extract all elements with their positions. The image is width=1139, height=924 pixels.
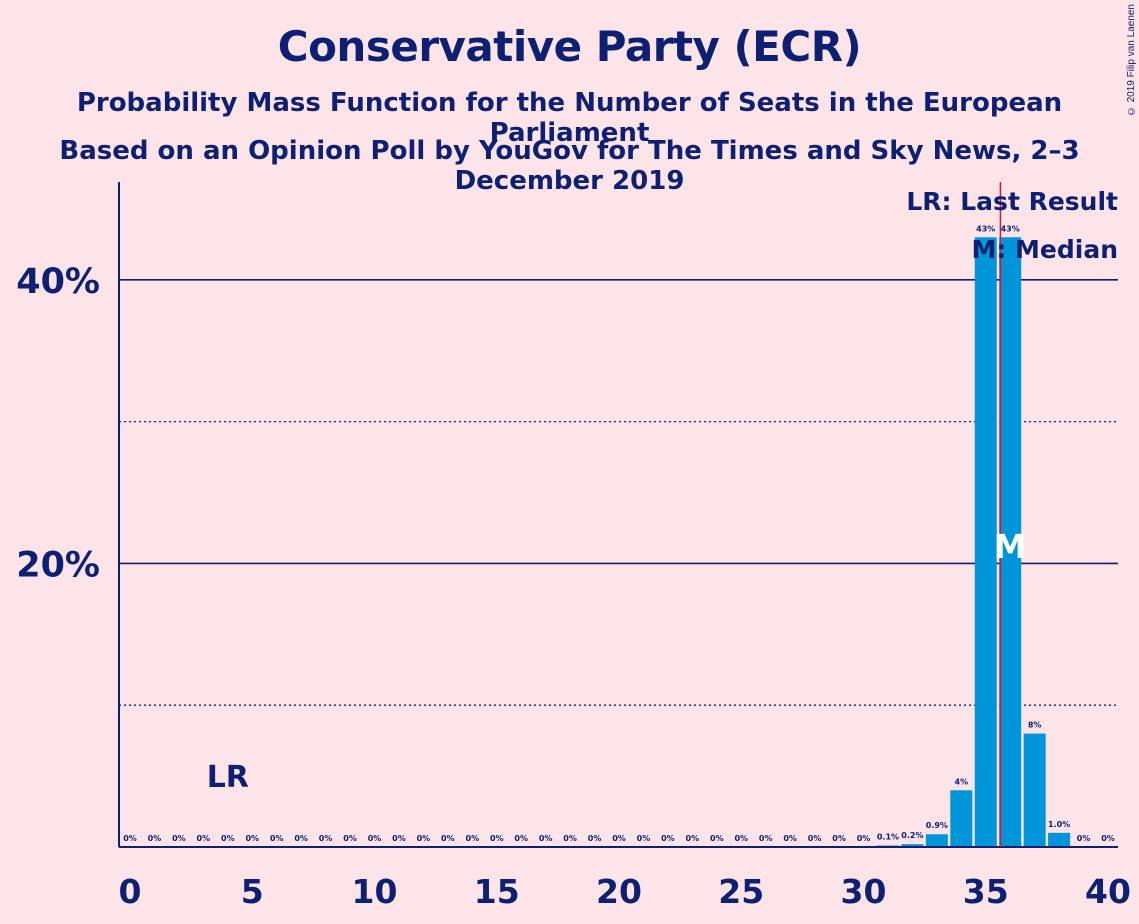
bar-label-13: 0% (441, 834, 455, 843)
x-tick-label-20: 20 (596, 872, 642, 911)
chart-title: Conservative Party (ECR) (277, 22, 862, 71)
bars (876, 237, 1071, 847)
bar-33 (925, 834, 948, 847)
bar-label-26: 0% (759, 834, 773, 843)
bar-35 (974, 237, 997, 847)
bar-label-5: 0% (245, 834, 259, 843)
bar-label-27: 0% (783, 834, 797, 843)
axes (118, 182, 1118, 848)
bar-label-11: 0% (392, 834, 406, 843)
markers: LR M LR: Last Result M: Median (207, 182, 1118, 847)
last-result-marker: LR (207, 760, 249, 795)
bar-label-28: 0% (808, 834, 822, 843)
bar-34 (950, 790, 973, 847)
bar-label-32: 0.2% (901, 831, 923, 840)
y-tick-label-20: 20% (16, 545, 100, 585)
bar-label-25: 0% (734, 834, 748, 843)
bar-label-24: 0% (710, 834, 724, 843)
x-tick-label-30: 30 (841, 872, 887, 911)
bar-label-29: 0% (832, 834, 846, 843)
x-tick-label-10: 10 (352, 872, 398, 911)
bar-label-10: 0% (368, 834, 382, 843)
bar-label-1: 0% (148, 834, 162, 843)
bar-label-35: 43% (976, 224, 995, 233)
chart-source: Based on an Opinion Poll by YouGov for T… (59, 136, 1080, 196)
bar-label-17: 0% (539, 834, 553, 843)
bar-label-38: 1.0% (1048, 820, 1070, 829)
bar-label-14: 0% (466, 834, 480, 843)
bar-label-33: 0.9% (926, 821, 948, 830)
bar-label-39: 0% (1077, 834, 1091, 843)
bar-label-20: 0% (612, 834, 626, 843)
legend-last-result: LR: Last Result (906, 187, 1118, 216)
bar-label-34: 4% (955, 777, 969, 786)
bar-36 (999, 237, 1022, 847)
bar-label-9: 0% (343, 834, 357, 843)
bar-label-8: 0% (319, 834, 333, 843)
x-tick-label-35: 35 (963, 872, 1009, 911)
x-tick-label-15: 15 (474, 872, 520, 911)
x-tick-labels: 0 5 10 15 20 25 30 35 40 (119, 872, 1131, 911)
bar-label-7: 0% (294, 834, 308, 843)
x-tick-label-5: 5 (241, 872, 264, 911)
bar-labels: 0% 0% 0% 0% 0% 0% 0% 0% 0% 0% 0% 0% 0% 0% 0% 0% 0% 0% 0% 0%… (123, 224, 1115, 843)
bar-37 (1023, 733, 1046, 847)
bar-label-40: 0% (1101, 834, 1115, 843)
median-marker: M (994, 527, 1027, 566)
x-tick-label-0: 0 (119, 872, 142, 911)
bar-label-18: 0% (563, 834, 577, 843)
legend-median: M: Median (971, 235, 1118, 264)
bar-32 (901, 844, 924, 847)
y-tick-label-40: 40% (16, 262, 100, 302)
chart-subtitle: Probability Mass Function for the Number… (76, 88, 1063, 148)
bar-label-22: 0% (661, 834, 675, 843)
x-tick-label-25: 25 (718, 872, 764, 911)
bar-label-21: 0% (637, 834, 651, 843)
bar-label-6: 0% (270, 834, 284, 843)
bar-label-3: 0% (197, 834, 211, 843)
bar-label-4: 0% (221, 834, 235, 843)
bar-label-37: 8% (1028, 721, 1042, 730)
bar-38 (1048, 832, 1071, 847)
bar-label-2: 0% (172, 834, 186, 843)
gridlines (119, 278, 1118, 706)
bar-label-15: 0% (490, 834, 504, 843)
bar-label-19: 0% (588, 834, 602, 843)
y-tick-labels: 20% 40% (16, 262, 100, 586)
bar-label-0: 0% (123, 834, 137, 843)
bar-label-30: 0% (857, 834, 871, 843)
bar-label-31: 0.1% (877, 833, 899, 842)
bar-label-16: 0% (514, 834, 528, 843)
x-tick-label-40: 40 (1085, 872, 1131, 911)
bar-label-23: 0% (686, 834, 700, 843)
bar-label-36: 43% (1001, 224, 1020, 233)
bar-label-12: 0% (417, 834, 431, 843)
